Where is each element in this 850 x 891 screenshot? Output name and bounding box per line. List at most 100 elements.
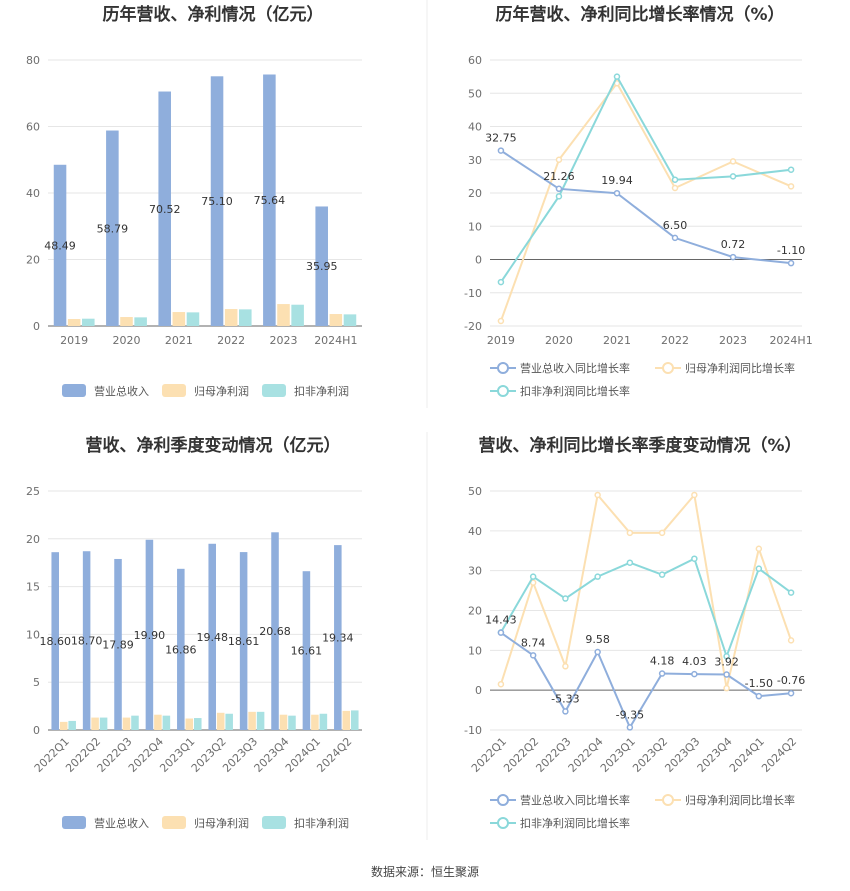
bar-net-profit: [185, 718, 194, 730]
series-line-revenue: [500, 631, 792, 730]
y-tick-label: 15: [26, 581, 40, 594]
data-source-note: 数据来源：恒生聚源: [371, 864, 479, 879]
bar-data-label: 18.61: [228, 635, 260, 648]
data-point: [787, 183, 795, 190]
legend-swatch: [162, 816, 186, 829]
line-data-label: 4.03: [682, 655, 707, 668]
line-data-label: 21.26: [543, 170, 575, 183]
data-point: [691, 491, 698, 499]
bar-revenue: [334, 545, 342, 730]
y-tick-label: 20: [26, 533, 40, 546]
legend-label: 归母净利润同比增长率: [685, 361, 795, 375]
x-tick-label: 2020: [113, 334, 141, 347]
x-tick-label: 2023: [719, 334, 747, 347]
y-tick-label: 0: [33, 724, 40, 737]
bar-revenue: [158, 91, 171, 327]
bar-deducted-profit: [134, 317, 147, 326]
bar-deducted-profit: [291, 304, 304, 326]
y-tick-label: -10: [464, 287, 482, 300]
bar-deducted-profit: [256, 711, 265, 730]
data-point: [555, 193, 563, 200]
data-point: [691, 670, 698, 678]
data-point: [562, 708, 569, 715]
data-point: [787, 637, 795, 644]
data-point: [497, 317, 505, 325]
bar-deducted-profit: [194, 718, 202, 730]
legend-marker: [662, 794, 674, 806]
data-point: [555, 185, 563, 193]
bar-data-label: 35.95: [306, 260, 338, 273]
bar-data-label: 70.52: [149, 203, 181, 216]
bar-data-label: 19.34: [322, 632, 354, 645]
bar-data-label: 18.70: [71, 635, 103, 648]
data-point: [529, 573, 537, 580]
bar-net-profit: [172, 312, 186, 326]
bar-data-label: 48.49: [44, 239, 76, 252]
legend-marker: [497, 794, 509, 806]
annual-revenue-profit-chart: 历年营收、净利情况（亿元） 0 20 40 60 80 2019 2020 2021 2022 20…: [26, 4, 362, 398]
legend-swatch: [262, 816, 286, 829]
bar-deducted-profit: [288, 715, 296, 730]
y-tick-label: 50: [468, 87, 482, 100]
data-point: [671, 184, 679, 192]
bar-net-profit: [248, 711, 256, 730]
data-point: [658, 670, 666, 677]
bar-revenue: [114, 558, 122, 730]
line-data-label: 3.92: [714, 656, 739, 669]
bar-net-profit: [59, 721, 68, 730]
y-tick-label: 10: [468, 220, 482, 233]
bar-revenue: [177, 568, 185, 730]
bar-net-profit: [329, 314, 343, 326]
legend-swatch: [62, 816, 86, 829]
x-tick-label: 2019: [487, 334, 515, 347]
data-point: [613, 73, 621, 80]
bar-revenue: [106, 130, 119, 326]
bar-deducted-profit: [131, 715, 139, 730]
y-tick-label: 60: [468, 54, 482, 67]
bar-revenue: [315, 206, 328, 326]
legend-marker: [662, 362, 674, 374]
bar-revenue: [263, 74, 276, 326]
line-data-label: -1.10: [777, 244, 805, 257]
y-tick-label: 20: [468, 187, 482, 200]
line-data-label: -1.50: [745, 677, 773, 690]
line-data-label: 32.75: [485, 132, 517, 145]
x-tick-label: 2019: [60, 334, 88, 347]
chart-title: 历年营收、净利同比增长率情况（%）: [495, 4, 784, 25]
legend-label: 归母净利润: [194, 384, 249, 398]
bar-net-profit: [122, 717, 131, 730]
y-tick-label: 0: [33, 320, 40, 333]
bar-data-label: 75.10: [201, 195, 233, 208]
y-tick-label: 40: [468, 121, 482, 134]
data-point: [497, 629, 505, 636]
bar-net-profit: [120, 317, 133, 326]
data-point: [787, 259, 795, 267]
legend-label: 扣非净利润: [294, 816, 349, 830]
bar-revenue: [145, 539, 154, 730]
bar-data-label: 19.48: [196, 631, 228, 644]
bar-revenue: [271, 532, 279, 730]
bar-data-label: 20.68: [259, 625, 291, 638]
y-tick-label: -10: [464, 724, 482, 737]
y-tick-label: 0: [475, 254, 482, 267]
data-point: [613, 189, 621, 197]
x-tick-label: 2020: [545, 334, 573, 347]
y-tick-label: 40: [26, 187, 40, 200]
bar-revenue: [208, 543, 216, 730]
data-point: [594, 491, 601, 499]
series-line-deducted-profit: [500, 557, 792, 660]
line-data-label: -9.35: [616, 708, 644, 721]
data-point: [755, 545, 763, 553]
line-data-label: 19.94: [601, 174, 633, 187]
data-point: [729, 253, 737, 261]
line-data-label: -0.76: [777, 674, 805, 687]
bar-deducted-profit: [343, 314, 357, 326]
bar-net-profit: [277, 304, 290, 326]
bar-deducted-profit: [239, 309, 252, 326]
chart-title: 营收、净利同比增长率季度变动情况（%）: [478, 435, 801, 456]
legend-label: 归母净利润同比增长率: [685, 793, 795, 807]
line-data-label: 8.74: [521, 636, 546, 649]
bar-data-label: 16.61: [291, 645, 323, 658]
bar-deducted-profit: [225, 713, 233, 730]
data-point: [787, 589, 795, 596]
